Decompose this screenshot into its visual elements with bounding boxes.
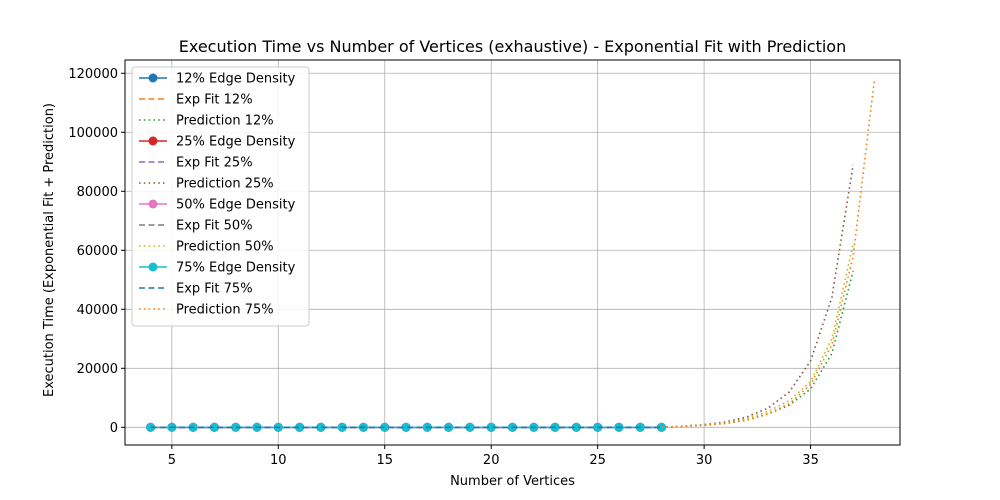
chart-title: Execution Time vs Number of Vertices (ex… [179, 37, 846, 56]
x-axis-label: Number of Vertices [450, 474, 575, 489]
legend-label: Exp Fit 50% [176, 219, 253, 234]
legend-entry: 75% Edge Density [139, 261, 296, 276]
y-tick-label: 20000 [77, 362, 118, 377]
y-tick-label: 100000 [68, 126, 118, 141]
legend-label: Exp Fit 25% [176, 156, 253, 171]
legend-label: 12% Edge Density [176, 72, 296, 87]
legend-marker [148, 199, 158, 209]
y-axis-label: Execution Time (Exponential Fit + Predic… [42, 103, 57, 397]
legend-label: 25% Edge Density [176, 135, 296, 150]
legend-entry: 50% Edge Density [139, 198, 296, 213]
legend-entry: Prediction 12% [139, 114, 274, 129]
legend-entry: Exp Fit 50% [139, 219, 253, 234]
legend-label: Prediction 75% [176, 303, 274, 318]
legend-entry: Prediction 50% [139, 240, 274, 255]
series-prediction [661, 270, 854, 429]
data-point [316, 422, 326, 432]
series-layer [146, 79, 876, 432]
x-tick-label: 5 [168, 453, 176, 468]
y-tick-label: 120000 [68, 67, 118, 82]
x-tick-label: 20 [483, 453, 500, 468]
x-tick-label: 30 [696, 453, 713, 468]
data-point [486, 422, 496, 432]
legend-entry: Exp Fit 12% [139, 93, 253, 108]
legend-entry: 12% Edge Density [139, 72, 296, 87]
data-point [209, 422, 219, 432]
data-point [401, 422, 411, 432]
data-point [380, 422, 390, 432]
x-tick-label: 25 [589, 453, 606, 468]
legend-marker [148, 262, 158, 272]
legend-label: 50% Edge Density [176, 198, 296, 213]
legend-box [131, 66, 310, 327]
legend-entry: Exp Fit 25% [139, 156, 253, 171]
plot-frame [124, 59, 901, 446]
series-line [661, 270, 854, 429]
legend: 12% Edge Density Exp Fit 12% Prediction 12… [131, 66, 310, 327]
data-point [571, 422, 581, 432]
series-line [661, 164, 854, 429]
y-tick-label: 40000 [77, 303, 118, 318]
legend-entry: Prediction 25% [139, 177, 274, 192]
y-tick-label: 0 [110, 421, 118, 436]
x-tick-label: 15 [376, 453, 393, 468]
series-prediction [661, 79, 876, 429]
legend-marker [148, 73, 158, 83]
data-point [231, 422, 241, 432]
legend-entry: 25% Edge Density [139, 135, 296, 150]
legend-entry: Prediction 75% [139, 303, 274, 318]
series-line [661, 79, 876, 429]
legend-marker [148, 136, 158, 146]
legend-label: Prediction 25% [176, 177, 274, 192]
legend-label: Prediction 12% [176, 114, 274, 129]
legend-entry: Exp Fit 75% [139, 282, 253, 297]
data-point [295, 422, 305, 432]
axis-ticks: 5 10 15 20 25 30 35 0 20000 40000 60000 80000 100000… [68, 67, 818, 468]
y-tick-label: 60000 [77, 244, 118, 259]
legend-label: 75% Edge Density [176, 261, 296, 276]
y-tick-label: 80000 [77, 185, 118, 200]
legend-label: Exp Fit 12% [176, 93, 253, 108]
series-line [661, 244, 854, 429]
series-prediction [661, 164, 854, 429]
data-point [657, 422, 667, 432]
x-tick-label: 35 [802, 453, 819, 468]
legend-label: Prediction 50% [176, 240, 274, 255]
series-prediction [661, 244, 854, 429]
data-point [146, 422, 156, 432]
legend-label: Exp Fit 75% [176, 282, 253, 297]
x-tick-label: 10 [270, 453, 287, 468]
